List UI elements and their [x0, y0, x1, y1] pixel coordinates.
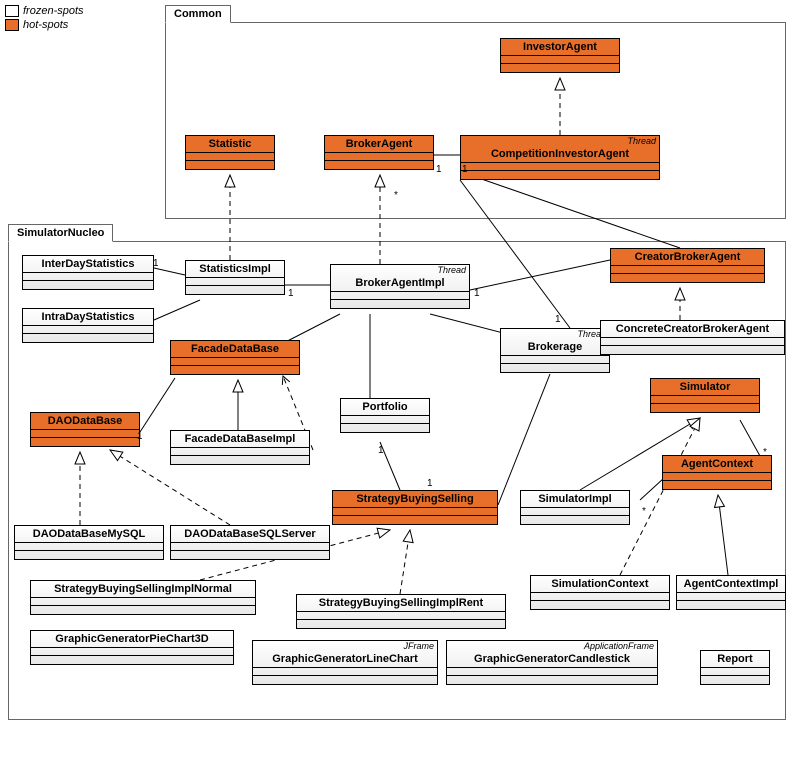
- class-name: StrategyBuyingSellingImplNormal: [31, 581, 255, 598]
- class-name: Statistic: [186, 136, 274, 153]
- class-InvestorAgent: InvestorAgent: [500, 38, 620, 73]
- class-name: Simulator: [651, 379, 759, 396]
- class-stereo: Thread: [331, 265, 469, 275]
- package-common-label: Common: [165, 5, 231, 23]
- multiplicity: 1: [153, 258, 159, 269]
- class-name: SimulationContext: [531, 576, 669, 593]
- class-DAODataBaseMySQL: DAODataBaseMySQL: [14, 525, 164, 560]
- multiplicity: 1: [137, 431, 143, 442]
- class-stereo: Thread: [461, 136, 659, 146]
- class-name: InterDayStatistics: [23, 256, 153, 273]
- class-name: StrategyBuyingSellingImplRent: [297, 595, 505, 612]
- multiplicity: 1: [555, 314, 561, 325]
- class-BrokerAgentImpl: ThreadBrokerAgentImpl: [330, 264, 470, 309]
- legend-frozen: frozen-spots: [5, 5, 84, 17]
- multiplicity: 1: [462, 164, 468, 175]
- class-name: BrokerAgentImpl: [331, 275, 469, 292]
- multiplicity: 1: [378, 445, 384, 456]
- class-name: CreatorBrokerAgent: [611, 249, 764, 266]
- class-GraphicGeneratorLineChart: JFrameGraphicGeneratorLineChart: [252, 640, 438, 685]
- class-Portfolio: Portfolio: [340, 398, 430, 433]
- class-stereo: Thread: [501, 329, 609, 339]
- class-StrategyBuyingSelling: StrategyBuyingSelling: [332, 490, 498, 525]
- class-FacadeDataBase: FacadeDataBase: [170, 340, 300, 375]
- class-name: AgentContextImpl: [677, 576, 785, 593]
- class-stereo: JFrame: [253, 641, 437, 651]
- class-name: BrokerAgent: [325, 136, 433, 153]
- legend-hot: hot-spots: [5, 19, 84, 31]
- class-name: SimulatorImpl: [521, 491, 629, 508]
- multiplicity: *: [763, 447, 767, 458]
- class-AgentContextImpl: AgentContextImpl: [676, 575, 786, 610]
- class-name: CompetitionInvestorAgent: [461, 146, 659, 163]
- legend: frozen-spots hot-spots: [5, 5, 84, 33]
- class-name: FacadeDataBase: [171, 341, 299, 358]
- class-ConcreteCreatorBrokerAgent: ConcreteCreatorBrokerAgent: [600, 320, 785, 355]
- class-Statistic: Statistic: [185, 135, 275, 170]
- class-DAODataBaseSQLServer: DAODataBaseSQLServer: [170, 525, 330, 560]
- multiplicity: *: [394, 190, 398, 201]
- class-AgentContext: AgentContext: [662, 455, 772, 490]
- class-SimulationContext: SimulationContext: [530, 575, 670, 610]
- class-CompetitionInvestorAgent: ThreadCompetitionInvestorAgent: [460, 135, 660, 180]
- multiplicity: 1: [436, 164, 442, 175]
- multiplicity: *: [642, 506, 646, 517]
- class-name: Report: [701, 651, 769, 668]
- class-SimulatorImpl: SimulatorImpl: [520, 490, 630, 525]
- class-BrokerAgent: BrokerAgent: [324, 135, 434, 170]
- class-name: AgentContext: [663, 456, 771, 473]
- class-name: IntraDayStatistics: [23, 309, 153, 326]
- class-InterDayStatistics: InterDayStatistics: [22, 255, 154, 290]
- legend-swatch-frozen: [5, 5, 19, 17]
- class-name: StrategyBuyingSelling: [333, 491, 497, 508]
- class-StrategyBuyingSellingImplNormal: StrategyBuyingSellingImplNormal: [30, 580, 256, 615]
- class-name: GraphicGeneratorPieChart3D: [31, 631, 233, 648]
- class-IntraDayStatistics: IntraDayStatistics: [22, 308, 154, 343]
- class-Brokerage: ThreadBrokerage: [500, 328, 610, 373]
- class-name: DAODataBaseSQLServer: [171, 526, 329, 543]
- class-name: Portfolio: [341, 399, 429, 416]
- multiplicity: 1: [427, 478, 433, 489]
- class-GraphicGeneratorCandlestick: ApplicationFrameGraphicGeneratorCandlest…: [446, 640, 658, 685]
- class-name: GraphicGeneratorCandlestick: [447, 651, 657, 668]
- class-FacadeDataBaseImpl: FacadeDataBaseImpl: [170, 430, 310, 465]
- class-name: StatisticsImpl: [186, 261, 284, 278]
- class-StatisticsImpl: StatisticsImpl: [185, 260, 285, 295]
- class-stereo: ApplicationFrame: [447, 641, 657, 651]
- legend-hot-label: hot-spots: [23, 19, 68, 31]
- class-DAODataBase: DAODataBase: [30, 412, 140, 447]
- package-nucleo-label: SimulatorNucleo: [8, 224, 113, 242]
- class-name: DAODataBase: [31, 413, 139, 430]
- class-name: ConcreteCreatorBrokerAgent: [601, 321, 784, 338]
- class-name: FacadeDataBaseImpl: [171, 431, 309, 448]
- class-name: DAODataBaseMySQL: [15, 526, 163, 543]
- class-name: GraphicGeneratorLineChart: [253, 651, 437, 668]
- legend-frozen-label: frozen-spots: [23, 5, 84, 17]
- class-name: InvestorAgent: [501, 39, 619, 56]
- class-GraphicGeneratorPieChart3D: GraphicGeneratorPieChart3D: [30, 630, 234, 665]
- class-CreatorBrokerAgent: CreatorBrokerAgent: [610, 248, 765, 283]
- package-common: Common: [165, 22, 786, 219]
- multiplicity: 1: [288, 288, 294, 299]
- legend-swatch-hot: [5, 19, 19, 31]
- class-Report: Report: [700, 650, 770, 685]
- class-StrategyBuyingSellingImplRent: StrategyBuyingSellingImplRent: [296, 594, 506, 629]
- multiplicity: 1: [474, 288, 480, 299]
- class-Simulator: Simulator: [650, 378, 760, 413]
- class-name: Brokerage: [501, 339, 609, 356]
